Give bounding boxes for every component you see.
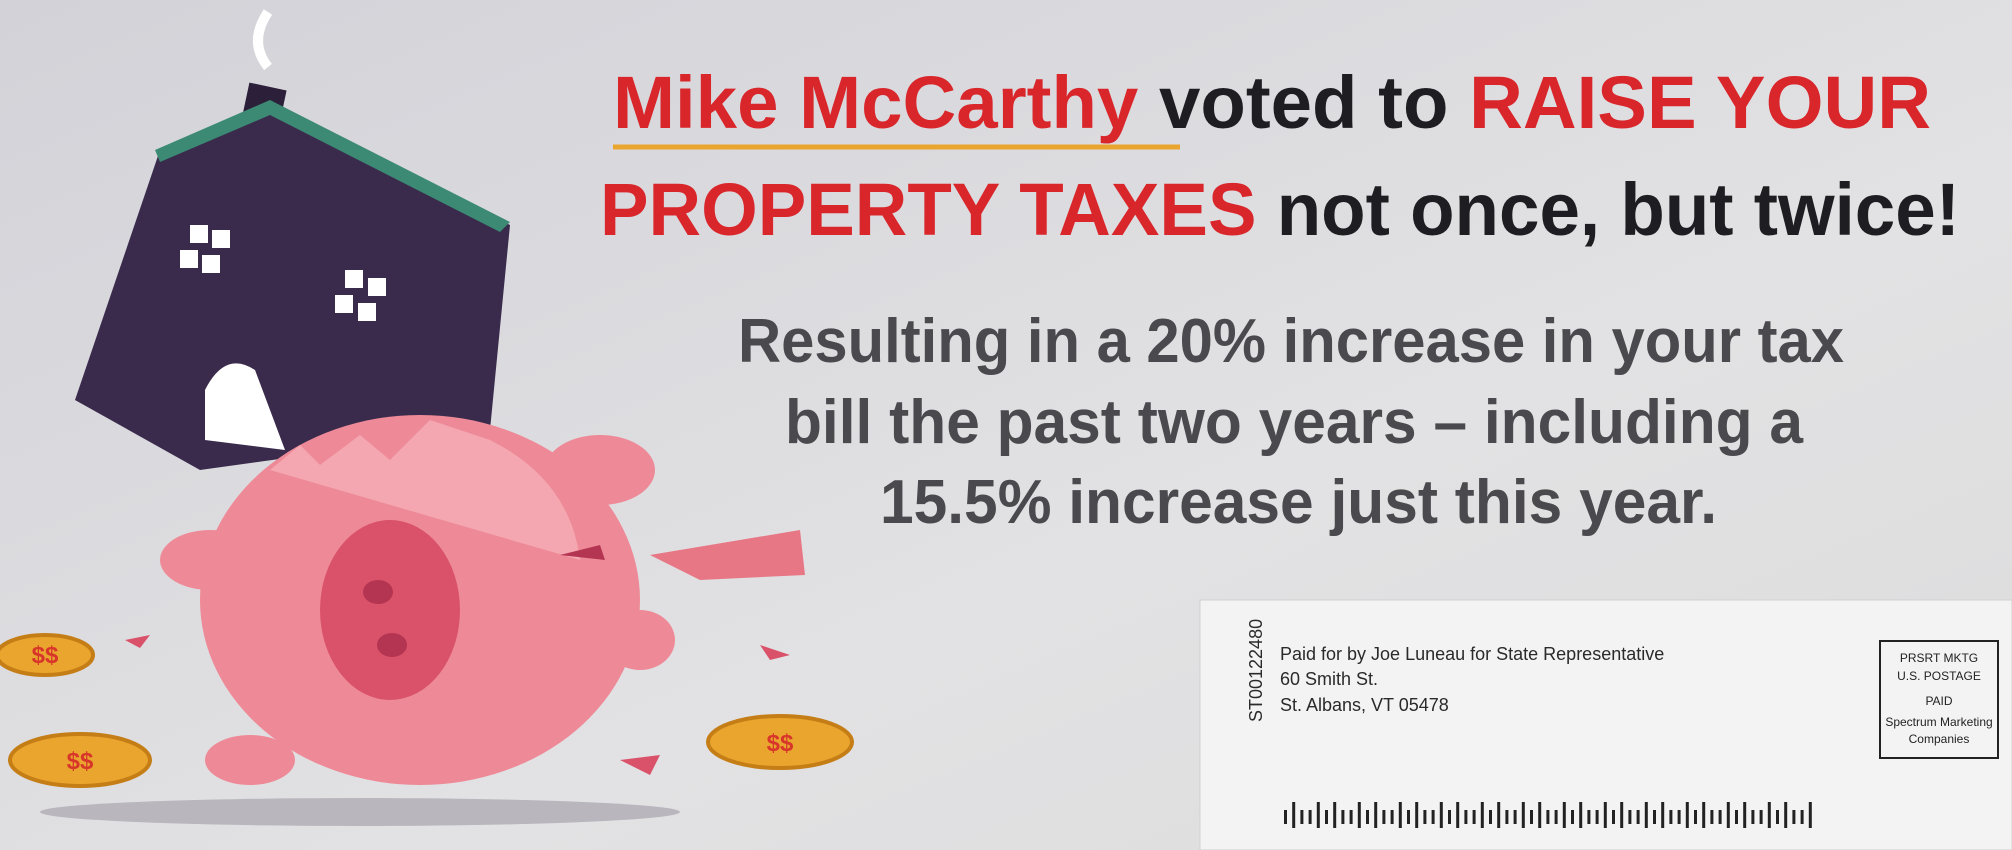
barcode-bar [1513, 810, 1517, 824]
barcode-bar [1735, 810, 1738, 824]
barcode [1284, 802, 1812, 828]
barcode-bar [1800, 810, 1804, 824]
barcode-bar [1603, 802, 1607, 828]
barcode-bar [1628, 810, 1632, 824]
barcode-bar [1300, 810, 1304, 824]
barcode-bar [1431, 810, 1435, 824]
indicia-line: PRSRT MKTG [1900, 651, 1978, 665]
barcode-bar [1661, 802, 1665, 828]
barcode-bar [1587, 810, 1591, 824]
barcode-bar [1808, 802, 1812, 828]
headline-emphasis: PROPERTY TAXES [600, 168, 1256, 251]
barcode-bar [1349, 810, 1353, 824]
barcode-bar [1710, 810, 1714, 824]
barcode-bar [1694, 810, 1697, 824]
barcode-bar [1390, 810, 1394, 824]
mail-code: ST00122480 [1246, 619, 1266, 722]
barcode-bar [1366, 810, 1369, 824]
barcode-bar [1489, 810, 1492, 824]
barcode-bar [1784, 802, 1788, 828]
indicia-line: U.S. POSTAGE [1897, 669, 1981, 683]
barcode-bar [1612, 810, 1615, 824]
barcode-bar [1677, 810, 1681, 824]
postage-indicia [1879, 640, 1999, 759]
barcode-bar [1579, 802, 1583, 828]
barcode-bar [1554, 810, 1558, 824]
barcode-bar [1448, 810, 1451, 824]
indicia-line: Companies [1909, 732, 1970, 746]
headline-line: Mike McCarthy voted to RAISE YOUR [613, 61, 1931, 144]
barcode-bar [1325, 810, 1328, 824]
barcode-bar [1480, 802, 1484, 828]
barcode-bar [1439, 802, 1443, 828]
barcode-bar [1767, 802, 1771, 828]
barcode-bar [1472, 810, 1476, 824]
barcode-bar [1423, 810, 1427, 824]
barcode-bar [1776, 810, 1779, 824]
svg-text:$$: $$ [67, 748, 94, 775]
sender-line: 60 Smith St. [1280, 669, 1378, 689]
svg-text:$$: $$ [32, 642, 59, 669]
barcode-bar [1636, 810, 1640, 824]
indicia-line: PAID [1925, 694, 1952, 708]
barcode-bar [1685, 802, 1689, 828]
barcode-bar [1669, 810, 1673, 824]
barcode-bar [1398, 802, 1402, 828]
sender-line: Paid for by Joe Luneau for State Represe… [1280, 644, 1664, 664]
svg-text:$$: $$ [767, 730, 794, 757]
body-line: 15.5% increase just this year. [880, 468, 1717, 537]
candidate-name: Mike McCarthy [613, 61, 1138, 144]
barcode-bar [1505, 810, 1509, 824]
barcode-bar [1546, 810, 1550, 824]
headline-text: voted to [1138, 61, 1469, 144]
barcode-bar [1743, 802, 1747, 828]
barcode-bar [1308, 810, 1312, 824]
barcode-bar [1644, 802, 1648, 828]
barcode-bar [1562, 802, 1566, 828]
barcode-bar [1382, 810, 1386, 824]
barcode-bar [1456, 802, 1460, 828]
barcode-bar [1530, 810, 1533, 824]
headline-emphasis: RAISE YOUR [1469, 61, 1931, 144]
body-line: Resulting in a 20% increase in your tax [738, 307, 1844, 376]
barcode-bar [1571, 810, 1574, 824]
barcode-bar [1415, 802, 1419, 828]
barcode-bar [1702, 802, 1706, 828]
barcode-bar [1751, 810, 1755, 824]
barcode-bar [1718, 810, 1722, 824]
indicia-line: Spectrum Marketing [1885, 715, 1992, 729]
barcode-bar [1464, 810, 1468, 824]
sender-line: St. Albans, VT 05478 [1280, 695, 1449, 715]
barcode-bar [1620, 802, 1624, 828]
barcode-bar [1374, 802, 1378, 828]
illustration: $$ $$ $$ [0, 9, 854, 826]
barcode-bar [1292, 802, 1296, 828]
barcode-bar [1497, 802, 1501, 828]
barcode-bar [1407, 810, 1410, 824]
barcode-bar [1538, 802, 1542, 828]
body-line: bill the past two years – including a [785, 388, 1804, 457]
barcode-bar [1333, 802, 1337, 828]
barcode-bar [1341, 810, 1345, 824]
headline-line: PROPERTY TAXES not once, but twice! [600, 168, 1960, 251]
barcode-bar [1521, 802, 1525, 828]
barcode-bar [1316, 802, 1320, 828]
barcode-bar [1595, 810, 1599, 824]
barcode-bar [1759, 810, 1763, 824]
barcode-bar [1357, 802, 1361, 828]
barcode-bar [1792, 810, 1796, 824]
barcode-bar [1653, 810, 1656, 824]
barcode-bar [1726, 802, 1730, 828]
barcode-bar [1284, 810, 1287, 824]
headline-text: not once, but twice! [1256, 168, 1960, 251]
